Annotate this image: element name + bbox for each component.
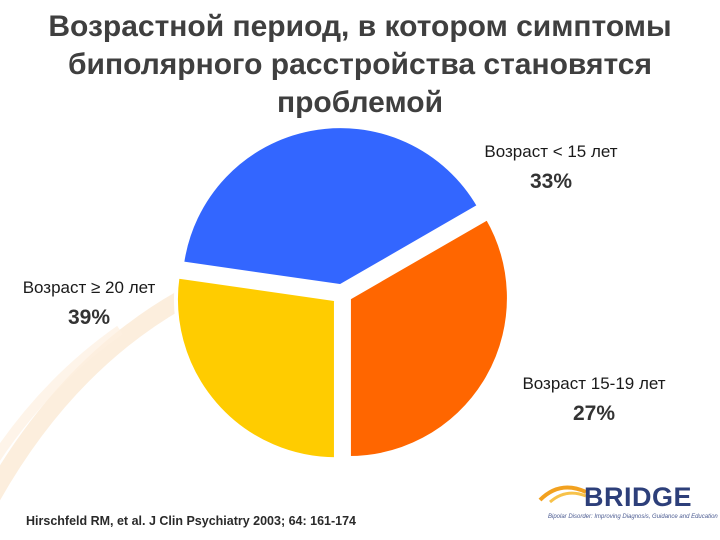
label-15-19: Возраст 15-19 лет 27% <box>504 374 684 426</box>
value-label-20-plus: 39% <box>67 306 111 329</box>
pie-slice-20-plus <box>179 124 482 289</box>
title-line-3: проблемой <box>276 86 444 119</box>
legend-label-15-19: Возраст 15-19 лет <box>522 374 666 393</box>
value-label-15-19: 27% <box>572 402 616 425</box>
bridge-logo: BRIDGE Bipolar Disorder: Improving Diagn… <box>536 476 718 534</box>
legend-label-20-plus: Возраст ≥ 20 лет <box>22 278 156 297</box>
logo-wordmark: BRIDGE <box>584 482 693 512</box>
page-title: Возрастной период, в котором симптомы би… <box>10 8 710 122</box>
label-20-plus: Возраст ≥ 20 лет 39% <box>6 278 172 330</box>
legend-label-under-15: Возраст < 15 лет <box>484 142 618 161</box>
value-label-under-15: 33% <box>529 170 573 193</box>
citation: Hirschfeld RM, et al. J Clin Psychiatry … <box>26 514 357 528</box>
pie-slice-under-15 <box>346 215 511 461</box>
title-line-2: биполярного расстройства становятся <box>68 48 652 81</box>
logo-tagline: Bipolar Disorder: Improving Diagnosis, G… <box>548 514 718 520</box>
title-line-1: Возрастной период, в котором симптомы <box>48 10 672 43</box>
label-under-15: Возраст < 15 лет 33% <box>466 142 636 194</box>
bridge-swoosh-icon <box>538 485 587 504</box>
pie-slice-15-19 <box>173 274 338 462</box>
